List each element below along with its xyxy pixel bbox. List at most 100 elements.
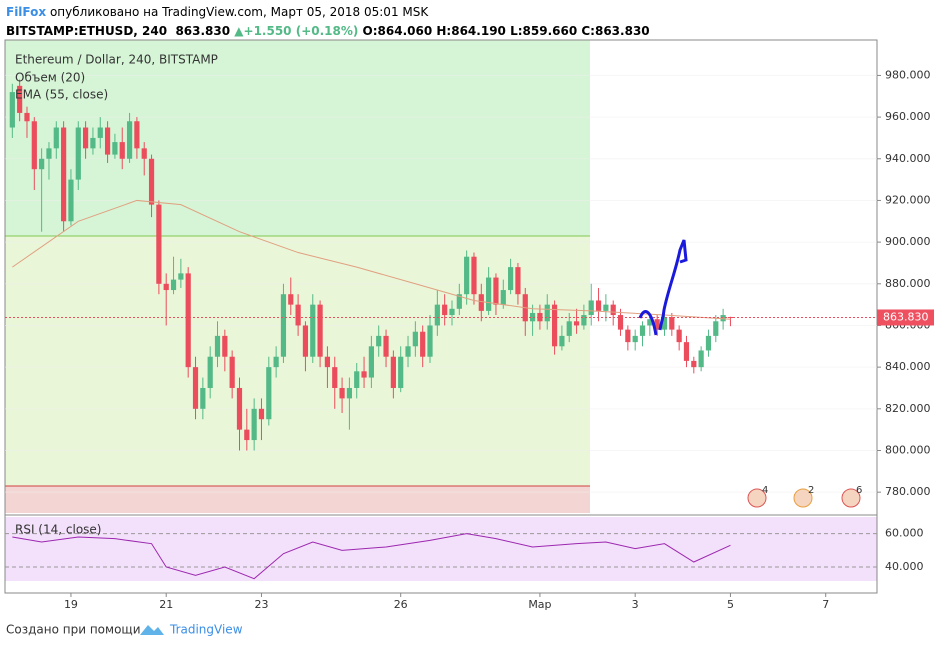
candle-body <box>156 204 162 284</box>
event-count: 4 <box>762 485 768 496</box>
legend-ema: EMA (55, close) <box>15 88 108 102</box>
event-icon[interactable] <box>793 488 813 508</box>
candle-body <box>617 315 624 330</box>
footer-text: Создано при помощи <box>6 623 141 637</box>
candle-body <box>720 315 726 322</box>
candle-body <box>46 148 52 159</box>
candle-body <box>280 294 287 357</box>
candle-body <box>170 279 177 291</box>
candle-body <box>273 356 279 368</box>
candle-body <box>669 317 675 330</box>
published: опубликовано на TradingView.com, Март 05… <box>49 5 429 19</box>
candle-body <box>573 321 580 326</box>
candle-body <box>192 367 199 409</box>
candle-body <box>471 256 477 295</box>
price-tag <box>877 309 934 326</box>
candle-body <box>104 127 111 155</box>
candle-body <box>691 360 697 368</box>
candle-body <box>83 127 89 149</box>
candle-body <box>178 273 184 280</box>
candle-body <box>368 346 374 378</box>
events: 4 2 6 <box>747 485 862 508</box>
candle-body <box>295 304 301 326</box>
candle-body <box>68 179 74 222</box>
candle-body <box>442 304 448 316</box>
candle-body <box>214 335 221 357</box>
candle-body <box>456 294 462 309</box>
candle-body <box>493 277 499 305</box>
candle-body <box>97 127 103 138</box>
y-tick-label: 920.000 <box>885 193 931 206</box>
y-tick-label: 840.000 <box>885 360 931 373</box>
candle-body <box>449 308 455 316</box>
candle-body <box>537 312 543 322</box>
candle-body <box>302 325 309 357</box>
candle-body <box>9 92 15 128</box>
candle-body <box>610 304 616 316</box>
candle-body <box>126 121 133 159</box>
event-icon[interactable] <box>747 488 767 508</box>
candle-body <box>508 267 514 291</box>
last: 863.830 <box>175 24 231 38</box>
ohlc-high: H:864.190 <box>436 24 506 38</box>
candle-body <box>464 256 470 295</box>
candle-body <box>258 408 265 420</box>
x-tick-label: 23 <box>254 598 268 611</box>
footer-brand[interactable]: TradingView <box>169 623 243 637</box>
legend-rsi: RSI (14, close) <box>15 523 101 537</box>
event-icon[interactable] <box>841 488 861 508</box>
y-tick-label: 820.000 <box>885 402 931 415</box>
candle-body <box>676 329 682 343</box>
candle-body <box>625 329 631 343</box>
candle-body <box>632 335 638 343</box>
candle-body <box>647 319 653 326</box>
zone-upper <box>5 40 590 236</box>
y-tick-label: 940.000 <box>885 152 931 165</box>
candle-body <box>346 387 353 399</box>
candle-body <box>390 356 396 388</box>
x-tick-label: 26 <box>394 598 408 611</box>
candle-body <box>134 121 140 149</box>
candle-body <box>112 142 118 155</box>
y-tick-label: 880.000 <box>885 277 931 290</box>
candle-body <box>200 387 206 409</box>
candle-body <box>529 312 536 322</box>
candle-body <box>683 342 690 361</box>
candle-body <box>354 371 360 388</box>
candle-body <box>566 321 572 336</box>
y-tick-label: 960.000 <box>885 110 931 123</box>
author[interactable]: FilFox <box>6 5 47 19</box>
candle-body <box>639 325 646 336</box>
y-tick-label: 780.000 <box>885 485 931 498</box>
candle-body <box>31 121 37 170</box>
candle-body <box>61 127 67 222</box>
candle-body <box>486 277 492 311</box>
candle-body <box>244 429 250 441</box>
candle-body <box>595 300 602 311</box>
ohlc-close: C:863.830 <box>581 24 650 38</box>
candle-body <box>266 367 272 420</box>
candle-body <box>478 294 484 311</box>
candle-body <box>317 304 323 357</box>
x-tick-label: 21 <box>159 598 173 611</box>
candle-body <box>698 350 704 368</box>
candle-body <box>515 267 521 295</box>
event-count: 6 <box>856 485 862 496</box>
candle-body <box>229 356 235 388</box>
symbol: BITSTAMP:ETHUSD, 240 <box>6 24 168 38</box>
candle-body <box>332 367 338 388</box>
up-arrow: ▲ <box>234 24 244 38</box>
candle-body <box>53 127 59 149</box>
candle-body <box>339 387 345 399</box>
x-tick-label: 7 <box>822 598 829 611</box>
candle-body <box>90 137 96 149</box>
candle-body <box>222 335 228 357</box>
x-tick-label: Мар <box>528 598 551 611</box>
change: +1.550 (+0.18%) <box>243 24 359 38</box>
candle-body <box>163 283 169 291</box>
x-tick-label: 3 <box>632 598 639 611</box>
candle-body <box>141 148 147 159</box>
candle-body <box>207 356 213 388</box>
